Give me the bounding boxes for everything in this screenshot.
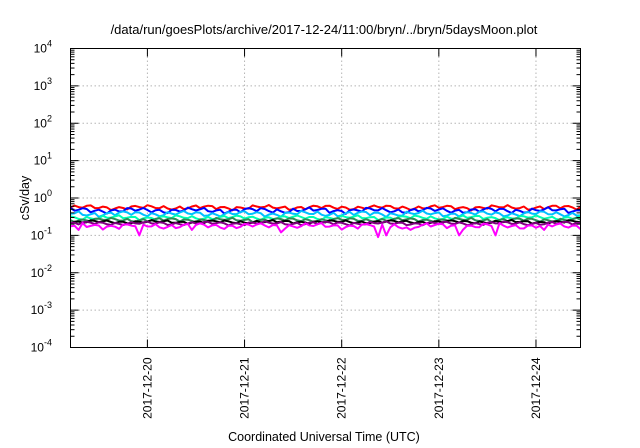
series-line bbox=[70, 204, 582, 212]
y-tick-label: 100 bbox=[34, 188, 52, 205]
x-tick-label: 2017-12-20 bbox=[140, 357, 154, 419]
plot-series bbox=[69, 204, 582, 239]
y-tick-label: 104 bbox=[34, 39, 52, 56]
y-tick-label: 10-1 bbox=[31, 225, 52, 242]
y-tick-label: 10-2 bbox=[31, 263, 52, 280]
x-tick-label: 2017-12-21 bbox=[238, 357, 252, 419]
y-tick-label: 10-4 bbox=[31, 338, 52, 355]
x-axis-ticks: 2017-12-20 2017-12-21 2017-12-22 2017-12-23… bbox=[140, 48, 543, 419]
y-tick-label: 102 bbox=[34, 113, 52, 130]
y-tick-label: 10-3 bbox=[31, 300, 52, 317]
chart-title: /data/run/goesPlots/archive/2017-12-24/1… bbox=[111, 22, 538, 37]
x-tick-label: 2017-12-23 bbox=[432, 357, 446, 419]
y-axis-ticks: 10-4 10-3 10-2 10-1 100 101 102 103 104 bbox=[31, 39, 581, 355]
grid bbox=[70, 48, 581, 348]
x-tick-label: 2017-12-22 bbox=[335, 357, 349, 419]
series-line bbox=[70, 222, 582, 239]
series-line bbox=[69, 206, 581, 215]
x-tick-label: 2017-12-24 bbox=[529, 357, 543, 419]
x-axis-label: Coordinated Universal Time (UTC) bbox=[228, 430, 420, 444]
y-tick-label: 101 bbox=[34, 151, 52, 168]
series-line bbox=[70, 209, 581, 218]
y-axis-label: cSv/day bbox=[18, 175, 32, 220]
y-tick-label: 103 bbox=[34, 76, 52, 93]
